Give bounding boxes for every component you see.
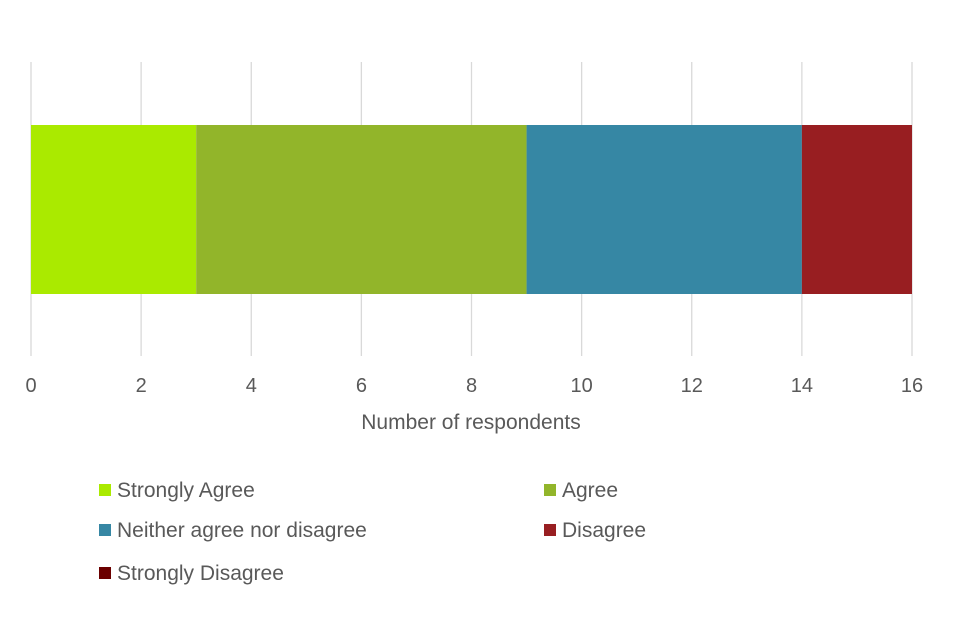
x-tick-label: 0 bbox=[25, 375, 36, 397]
x-tick-label: 8 bbox=[466, 375, 477, 397]
legend: Strongly Agree Agree Neither agree nor dis… bbox=[99, 479, 646, 585]
bar-segment-strongly-agree bbox=[31, 125, 197, 294]
bar-segments bbox=[31, 125, 912, 294]
bar-segment-agree bbox=[196, 125, 527, 294]
legend-swatch-neither-agree-nor-disagree bbox=[99, 524, 111, 536]
x-tick-label: 6 bbox=[356, 375, 367, 397]
legend-swatch-strongly-agree bbox=[99, 484, 111, 496]
x-tick-label: 4 bbox=[246, 375, 257, 397]
x-tick-labels: 0 2 4 6 8 10 12 14 16 bbox=[25, 375, 923, 397]
legend-label-disagree: Disagree bbox=[562, 519, 646, 542]
bar-segment-disagree bbox=[801, 125, 912, 294]
legend-swatch-disagree bbox=[544, 524, 556, 536]
x-tick-label: 14 bbox=[791, 375, 813, 397]
x-axis-title: Number of respondents bbox=[361, 411, 580, 434]
legend-swatch-strongly-disagree bbox=[99, 567, 111, 579]
x-tick-label: 12 bbox=[681, 375, 703, 397]
legend-label-strongly-disagree: Strongly Disagree bbox=[117, 562, 284, 585]
legend-label-neither-agree-nor-disagree: Neither agree nor disagree bbox=[117, 519, 367, 542]
x-tick-label: 2 bbox=[136, 375, 147, 397]
x-tick-label: 10 bbox=[571, 375, 593, 397]
bar-segment-neither-agree-nor-disagree bbox=[526, 125, 802, 294]
legend-label-agree: Agree bbox=[562, 479, 618, 502]
x-tick-label: 16 bbox=[901, 375, 923, 397]
legend-swatch-agree bbox=[544, 484, 556, 496]
legend-label-strongly-agree: Strongly Agree bbox=[117, 479, 255, 502]
